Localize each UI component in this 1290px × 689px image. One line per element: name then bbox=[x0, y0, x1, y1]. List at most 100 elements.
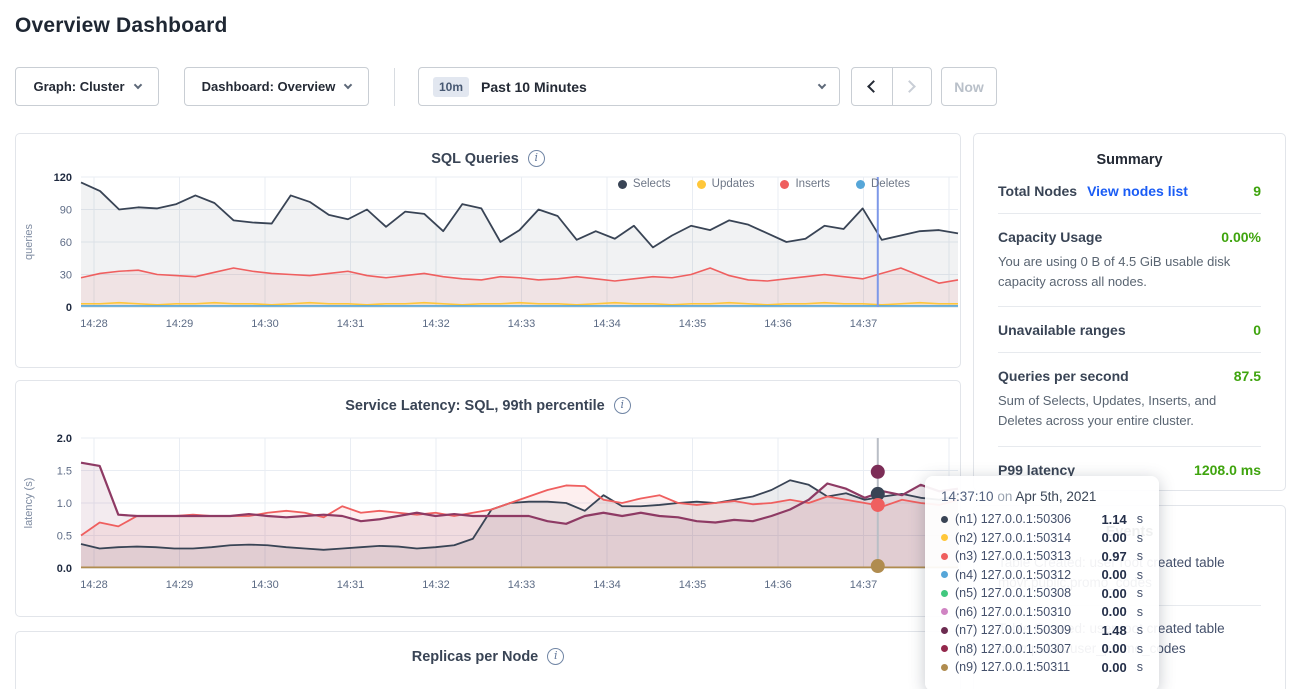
node-dot-icon bbox=[941, 626, 948, 634]
legend-item-updates[interactable]: Updates bbox=[696, 178, 754, 190]
graph-scope-label: Graph: Cluster bbox=[33, 79, 125, 94]
node-dot-icon bbox=[941, 515, 948, 523]
legend-item-selects[interactable]: Selects bbox=[617, 178, 671, 190]
now-button-label: Now bbox=[954, 78, 984, 95]
info-icon[interactable]: i bbox=[547, 648, 565, 665]
time-range-dropdown[interactable]: 10m Past 10 Minutes bbox=[418, 67, 840, 106]
svg-text:14:34: 14:34 bbox=[593, 318, 621, 330]
svg-text:0.5: 0.5 bbox=[57, 531, 72, 543]
svg-text:1.5: 1.5 bbox=[57, 466, 72, 478]
svg-text:14:29: 14:29 bbox=[166, 318, 194, 330]
svg-text:14:32: 14:32 bbox=[422, 318, 450, 330]
dashboard-dropdown[interactable]: Dashboard: Overview bbox=[184, 67, 369, 106]
chart-hover-tooltip: 14:37:10 on Apr 5th, 2021 (n1) 127.0.0.1… bbox=[925, 476, 1159, 689]
tooltip-row-n6: (n6) 127.0.0.1:50310 0.00 s bbox=[941, 603, 1143, 622]
svg-text:1.0: 1.0 bbox=[57, 498, 72, 510]
selects-dot-icon bbox=[617, 179, 627, 189]
svg-text:14:30: 14:30 bbox=[251, 579, 279, 591]
total-nodes-value: 9 bbox=[1253, 183, 1261, 199]
tooltip-row-n8: (n8) 127.0.0.1:50307 0.00 s bbox=[941, 640, 1143, 659]
view-nodes-list-link[interactable]: View nodes list bbox=[1087, 183, 1188, 199]
svg-text:0: 0 bbox=[66, 302, 72, 314]
tooltip-timestamp: 14:37:10 on Apr 5th, 2021 bbox=[941, 489, 1097, 504]
tooltip-row-n9: (n9) 127.0.0.1:50311 0.00 s bbox=[941, 658, 1143, 677]
time-step-back-button[interactable] bbox=[852, 68, 892, 105]
svg-text:120: 120 bbox=[54, 172, 72, 184]
qps-subtext: Sum of Selects, Updates, Inserts, and De… bbox=[998, 393, 1217, 429]
chevron-down-icon bbox=[344, 80, 353, 90]
svg-text:90: 90 bbox=[60, 205, 72, 217]
unavailable-ranges-value: 0 bbox=[1253, 322, 1261, 339]
svg-text:14:36: 14:36 bbox=[764, 579, 792, 591]
svg-text:14:31: 14:31 bbox=[337, 318, 365, 330]
sql-queries-chart-card: SQL Queries i Selects Updates Inserts De… bbox=[15, 133, 961, 368]
summary-row-p99-latency: P99 latency 1208.0 ms bbox=[998, 461, 1261, 478]
svg-text:14:28: 14:28 bbox=[80, 579, 108, 591]
node-dot-icon bbox=[941, 663, 948, 671]
sql-queries-legend: Selects Updates Inserts Deletes bbox=[617, 178, 910, 190]
node-dot-icon bbox=[941, 645, 948, 653]
tooltip-row-n1: (n1) 127.0.0.1:50306 1.14 s bbox=[941, 510, 1143, 529]
svg-text:14:35: 14:35 bbox=[679, 318, 707, 330]
svg-text:14:36: 14:36 bbox=[764, 318, 792, 330]
sql-queries-plot[interactable]: 0 30 60 90 120 14:28 14:29 14:30 14:31 14:32 14:33… bbox=[16, 171, 960, 339]
node-dot-icon bbox=[941, 534, 948, 542]
replicas-per-node-chart-card: Replicas per Node i bbox=[15, 631, 961, 689]
service-latency-plot[interactable]: 0.0 0.5 1.0 1.5 2.0 14:28 14:29 14:30 14:31 14:32… bbox=[16, 432, 960, 600]
summary-row-total-nodes: Total Nodes View nodes list 9 bbox=[998, 168, 1261, 214]
capacity-usage-subtext: You are using 0 B of 4.5 GiB usable disk… bbox=[998, 254, 1231, 290]
chevron-down-icon bbox=[133, 80, 142, 90]
svg-text:14:37: 14:37 bbox=[850, 579, 878, 591]
updates-dot-icon bbox=[696, 179, 706, 189]
svg-text:60: 60 bbox=[60, 237, 72, 249]
inserts-dot-icon bbox=[780, 179, 790, 189]
charts-column: SQL Queries i Selects Updates Inserts De… bbox=[15, 133, 961, 689]
tooltip-row-n3: (n3) 127.0.0.1:50313 0.97 s bbox=[941, 547, 1143, 566]
sql-queries-chart-title: SQL Queries bbox=[431, 150, 519, 167]
legend-item-deletes[interactable]: Deletes bbox=[856, 178, 910, 190]
qps-value: 87.5 bbox=[1233, 368, 1261, 385]
replicas-per-node-chart-title: Replicas per Node bbox=[411, 648, 539, 665]
svg-text:14:33: 14:33 bbox=[508, 579, 536, 591]
chevron-left-icon bbox=[867, 80, 881, 93]
service-latency-chart-title: Service Latency: SQL, 99th percentile bbox=[345, 397, 605, 414]
page-title: Overview Dashboard bbox=[15, 14, 228, 37]
graph-scope-dropdown[interactable]: Graph: Cluster bbox=[15, 67, 159, 106]
deletes-dot-icon bbox=[856, 179, 865, 189]
time-range-label: Past 10 Minutes bbox=[481, 78, 587, 95]
time-step-forward-button[interactable] bbox=[891, 68, 932, 105]
summary-row-unavailable-ranges: Unavailable ranges 0 bbox=[998, 307, 1261, 354]
tooltip-row-n5: (n5) 127.0.0.1:50308 0.00 s bbox=[941, 584, 1143, 603]
svg-text:2.0: 2.0 bbox=[57, 433, 72, 445]
info-icon[interactable]: i bbox=[613, 397, 631, 414]
summary-row-capacity-usage: Capacity Usage 0.00% You are using 0 B o… bbox=[998, 214, 1261, 308]
info-icon[interactable]: i bbox=[527, 150, 545, 167]
svg-text:14:34: 14:34 bbox=[593, 579, 621, 591]
legend-item-inserts[interactable]: Inserts bbox=[780, 178, 830, 190]
dashboard-label: Dashboard: Overview bbox=[201, 79, 336, 94]
svg-text:14:28: 14:28 bbox=[80, 318, 108, 330]
node-dot-icon bbox=[941, 552, 948, 560]
tooltip-row-n2: (n2) 127.0.0.1:50314 0.00 s bbox=[941, 529, 1143, 548]
summary-panel: Summary Total Nodes View nodes list 9 Ca… bbox=[973, 133, 1286, 491]
svg-text:queries: queries bbox=[23, 223, 35, 260]
chevron-down-icon bbox=[817, 80, 827, 90]
svg-text:14:35: 14:35 bbox=[679, 579, 707, 591]
svg-text:14:30: 14:30 bbox=[251, 318, 279, 330]
svg-text:0.0: 0.0 bbox=[57, 563, 72, 575]
summary-heading: Summary bbox=[1096, 152, 1163, 168]
time-step-buttons bbox=[851, 67, 932, 106]
svg-text:14:33: 14:33 bbox=[508, 318, 536, 330]
time-range-badge: 10m bbox=[433, 76, 470, 97]
svg-text:14:37: 14:37 bbox=[850, 318, 878, 330]
p99-latency-value: 1208.0 ms bbox=[1194, 461, 1261, 478]
svg-text:14:31: 14:31 bbox=[337, 579, 365, 591]
node-dot-icon bbox=[941, 589, 948, 597]
node-dot-icon bbox=[941, 571, 948, 579]
svg-text:latency (s): latency (s) bbox=[23, 478, 35, 529]
now-button[interactable]: Now bbox=[941, 67, 997, 106]
service-latency-chart-card: Service Latency: SQL, 99th percentile i … bbox=[15, 380, 961, 617]
node-dot-icon bbox=[941, 608, 948, 616]
chevron-right-icon bbox=[903, 80, 917, 93]
